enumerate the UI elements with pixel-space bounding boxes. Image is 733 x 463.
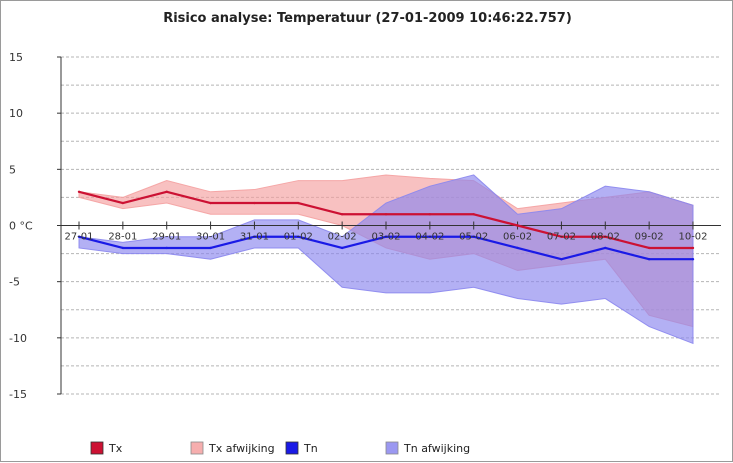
x-tick-label: 09-02 — [635, 232, 664, 243]
y-tick-label: 10 — [9, 107, 23, 120]
legend-label: Tn — [303, 442, 318, 455]
data-point — [691, 258, 695, 261]
data-point — [209, 246, 212, 250]
data-point — [428, 213, 432, 216]
data-point — [297, 235, 300, 238]
x-tick-label: 10-02 — [678, 232, 707, 243]
data-point — [77, 235, 81, 238]
x-tick-label: 08-02 — [591, 232, 620, 243]
x-tick-label: 03-02 — [371, 232, 400, 243]
legend-swatch — [285, 441, 299, 455]
legend-swatch — [385, 441, 399, 455]
data-point — [472, 235, 475, 238]
x-tick-label: 30-01 — [196, 232, 225, 243]
data-point — [516, 246, 519, 250]
band-tn-afwijking — [78, 174, 694, 345]
data-point — [384, 213, 388, 216]
data-point — [647, 246, 651, 250]
data-point — [472, 213, 475, 216]
data-point — [165, 190, 168, 193]
y-tick-label: -10 — [9, 332, 27, 345]
legend-swatch — [90, 441, 104, 455]
line-layer — [77, 190, 695, 261]
data-point — [691, 246, 695, 250]
y-tick-label: -15 — [9, 388, 27, 401]
data-point — [560, 235, 563, 238]
legend-swatch — [190, 441, 204, 455]
data-point — [121, 201, 125, 205]
x-tick-label: 06-02 — [503, 232, 532, 243]
data-point — [209, 201, 212, 205]
legend-item: Tn afwijking — [385, 441, 470, 455]
x-tick-label: 28-01 — [108, 232, 137, 243]
chart-title: Risico analyse: Temperatuur (27-01-2009 … — [163, 11, 572, 26]
legend-item: Tx — [90, 441, 123, 455]
data-point — [604, 246, 607, 250]
legend: Tx Tx afwijking Tn Tn afwijking — [90, 441, 470, 455]
x-tick-label: 01-02 — [284, 232, 313, 243]
y-tick-label: -5 — [9, 276, 20, 289]
x-tick-label: 29-01 — [152, 232, 181, 243]
legend-label: Tn afwijking — [403, 442, 470, 455]
data-point — [340, 246, 344, 250]
x-tick-label: 07-02 — [547, 232, 576, 243]
data-point — [253, 235, 256, 238]
x-tick-label: 27-01 — [64, 232, 93, 243]
y-tick-label: 5 — [9, 163, 16, 176]
data-point — [560, 258, 563, 261]
data-point — [340, 213, 344, 216]
data-point — [604, 235, 607, 238]
x-tick-label: 02-02 — [328, 232, 357, 243]
data-point — [647, 258, 651, 261]
data-point — [384, 235, 388, 238]
data-point — [297, 201, 300, 205]
data-point — [428, 235, 432, 238]
x-tick-label: 31-01 — [240, 232, 269, 243]
label-layer: 15 10 5 0 °C -5 -10 -15 27-01 28-01 29-01 30-01 31-… — [9, 51, 708, 401]
axis-layer — [57, 56, 721, 395]
x-tick-label: 05-02 — [459, 232, 488, 243]
data-point — [121, 246, 125, 250]
data-point — [253, 201, 256, 205]
band-layer — [78, 174, 694, 345]
x-tick-label: 04-02 — [415, 232, 444, 243]
data-point — [165, 246, 168, 250]
legend-label: Tx afwijking — [208, 442, 275, 455]
data-point — [77, 190, 81, 193]
legend-item: Tn — [285, 441, 318, 455]
y-tick-label: 0 °C — [9, 220, 33, 233]
legend-label: Tx — [108, 442, 123, 455]
legend-item: Tx afwijking — [190, 441, 275, 455]
data-point — [516, 224, 519, 227]
y-tick-label: 15 — [9, 51, 23, 64]
